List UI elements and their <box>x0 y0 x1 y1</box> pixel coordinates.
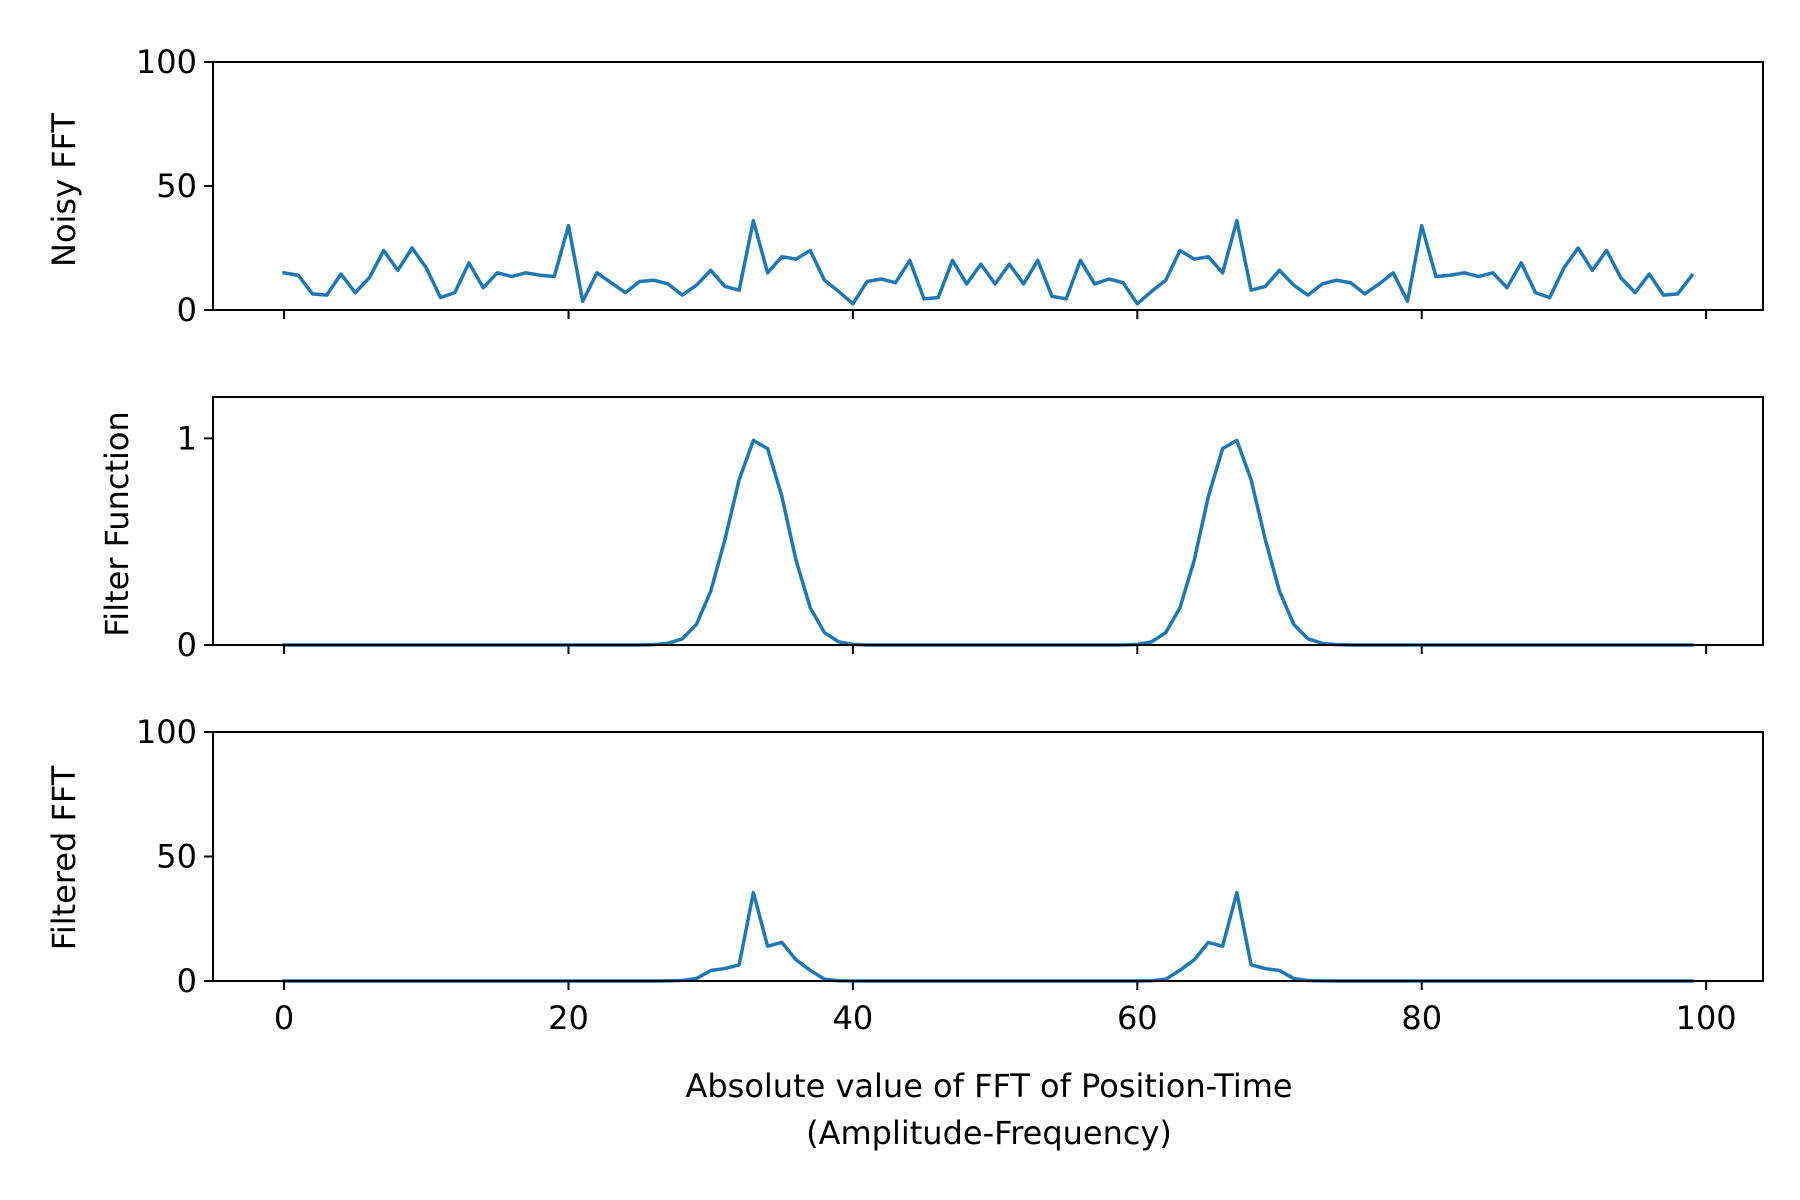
x-axis-label-line-1: Absolute value of FFT of Position-Time <box>685 1067 1292 1105</box>
noisy-fft-ytick-label: 100 <box>136 43 197 81</box>
filtered-fft-ytick-label: 0 <box>177 962 197 1000</box>
filtered-fft-ytick-label: 100 <box>136 713 197 751</box>
filter-function-ylabel: Filter Function <box>98 411 136 637</box>
noisy-fft-ytick-label: 0 <box>177 291 197 329</box>
filtered-fft-ylabel: Filtered FFT <box>45 765 83 950</box>
filter-function-axes-frame <box>212 396 1764 646</box>
filtered-fft-xtick-label: 0 <box>274 999 294 1037</box>
filtered-fft-xtick-label: 60 <box>1117 999 1158 1037</box>
filtered-fft-xtick-label: 80 <box>1401 999 1442 1037</box>
filtered-fft-xtick-label: 40 <box>833 999 874 1037</box>
noisy-fft-panel: Noisy FFT 0 50 100 <box>45 43 1764 329</box>
filter-function-panel: Filter Function 0 1 <box>98 396 1764 664</box>
noisy-fft-series-line <box>282 218 1695 306</box>
noisy-fft-ytick-label: 50 <box>156 167 197 205</box>
filter-function-ytick-label: 0 <box>177 626 197 664</box>
filtered-fft-xtick-label: 100 <box>1676 999 1737 1037</box>
filtered-fft-xtick-label: 20 <box>548 999 589 1037</box>
filtered-fft-ytick-label: 50 <box>156 838 197 876</box>
noisy-fft-ylabel: Noisy FFT <box>45 113 83 267</box>
filter-function-ytick-label: 1 <box>177 419 197 457</box>
x-axis-label-line-2: (Amplitude-Frequency) <box>806 1114 1172 1152</box>
filtered-fft-panel: Filtered FFT Absolute value of FFT of Po… <box>45 713 1764 1152</box>
